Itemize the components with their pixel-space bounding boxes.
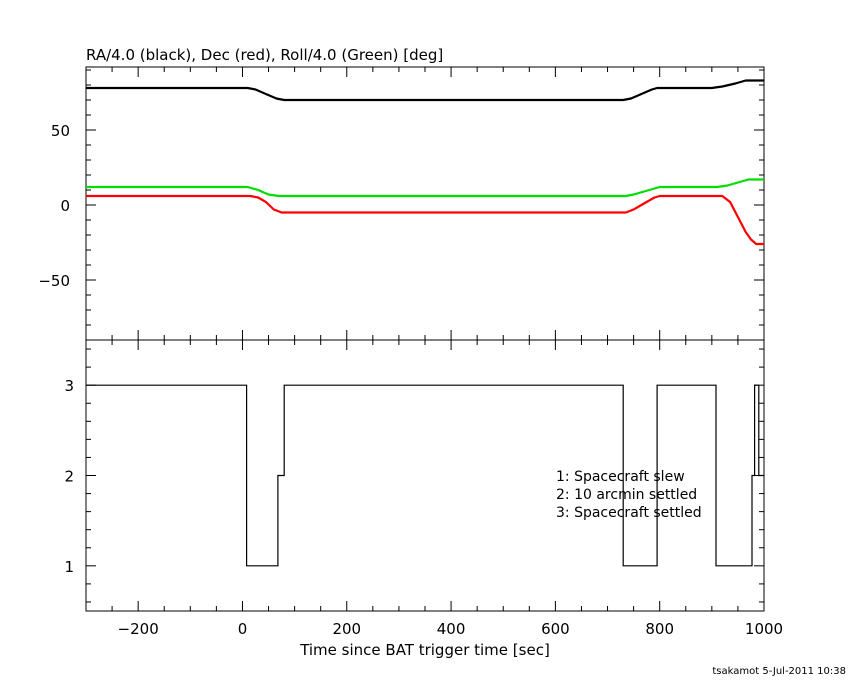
ra-series-line [86,79,764,102]
y-tick-label: 50 [51,122,70,140]
dec-series-line [86,194,764,246]
settling-status-step-line [86,384,764,567]
x-tick-label: −200 [118,620,159,638]
x-tick-label: 400 [437,620,466,638]
top-panel: RA/4.0 (black), Dec (red), Roll/4.0 (Gre… [38,46,765,341]
top-panel-frame [85,66,765,341]
y-tick-label: 0 [60,197,70,215]
bottom-panel-series [86,384,764,567]
top-panel-axes: −50 0 50 [38,67,765,341]
legend-line-10arcmin: 2: 10 arcmin settled [556,487,697,503]
x-tick-label: 800 [645,620,674,638]
footer-credit: tsakamot 5-Jul-2011 10:38 [712,666,846,677]
y-tick-label: −50 [38,272,70,290]
roll-series-line [86,178,764,198]
legend-line-settled: 3: Spacecraft settled [556,505,702,521]
y-tick-label: 1 [64,558,74,576]
y-tick-label: 2 [64,468,74,486]
top-panel-title: RA/4.0 (black), Dec (red), Roll/4.0 (Gre… [86,46,443,64]
y-tick-label: 3 [64,377,74,395]
x-tick-label: 1000 [745,620,783,638]
x-tick-label: 200 [332,620,361,638]
legend-line-slew: 1: Spacecraft slew [556,469,685,485]
bottom-panel-axes: −200 0 200 400 600 800 1000 1 2 3 [64,340,783,638]
x-tick-label: 600 [541,620,570,638]
x-axis-label: Time since BAT trigger time [sec] [299,641,550,659]
top-panel-series [86,79,764,246]
bottom-panel: −200 0 200 400 600 800 1000 1 2 3 1: Spacecraft s… [64,339,783,659]
x-tick-label: 0 [238,620,248,638]
